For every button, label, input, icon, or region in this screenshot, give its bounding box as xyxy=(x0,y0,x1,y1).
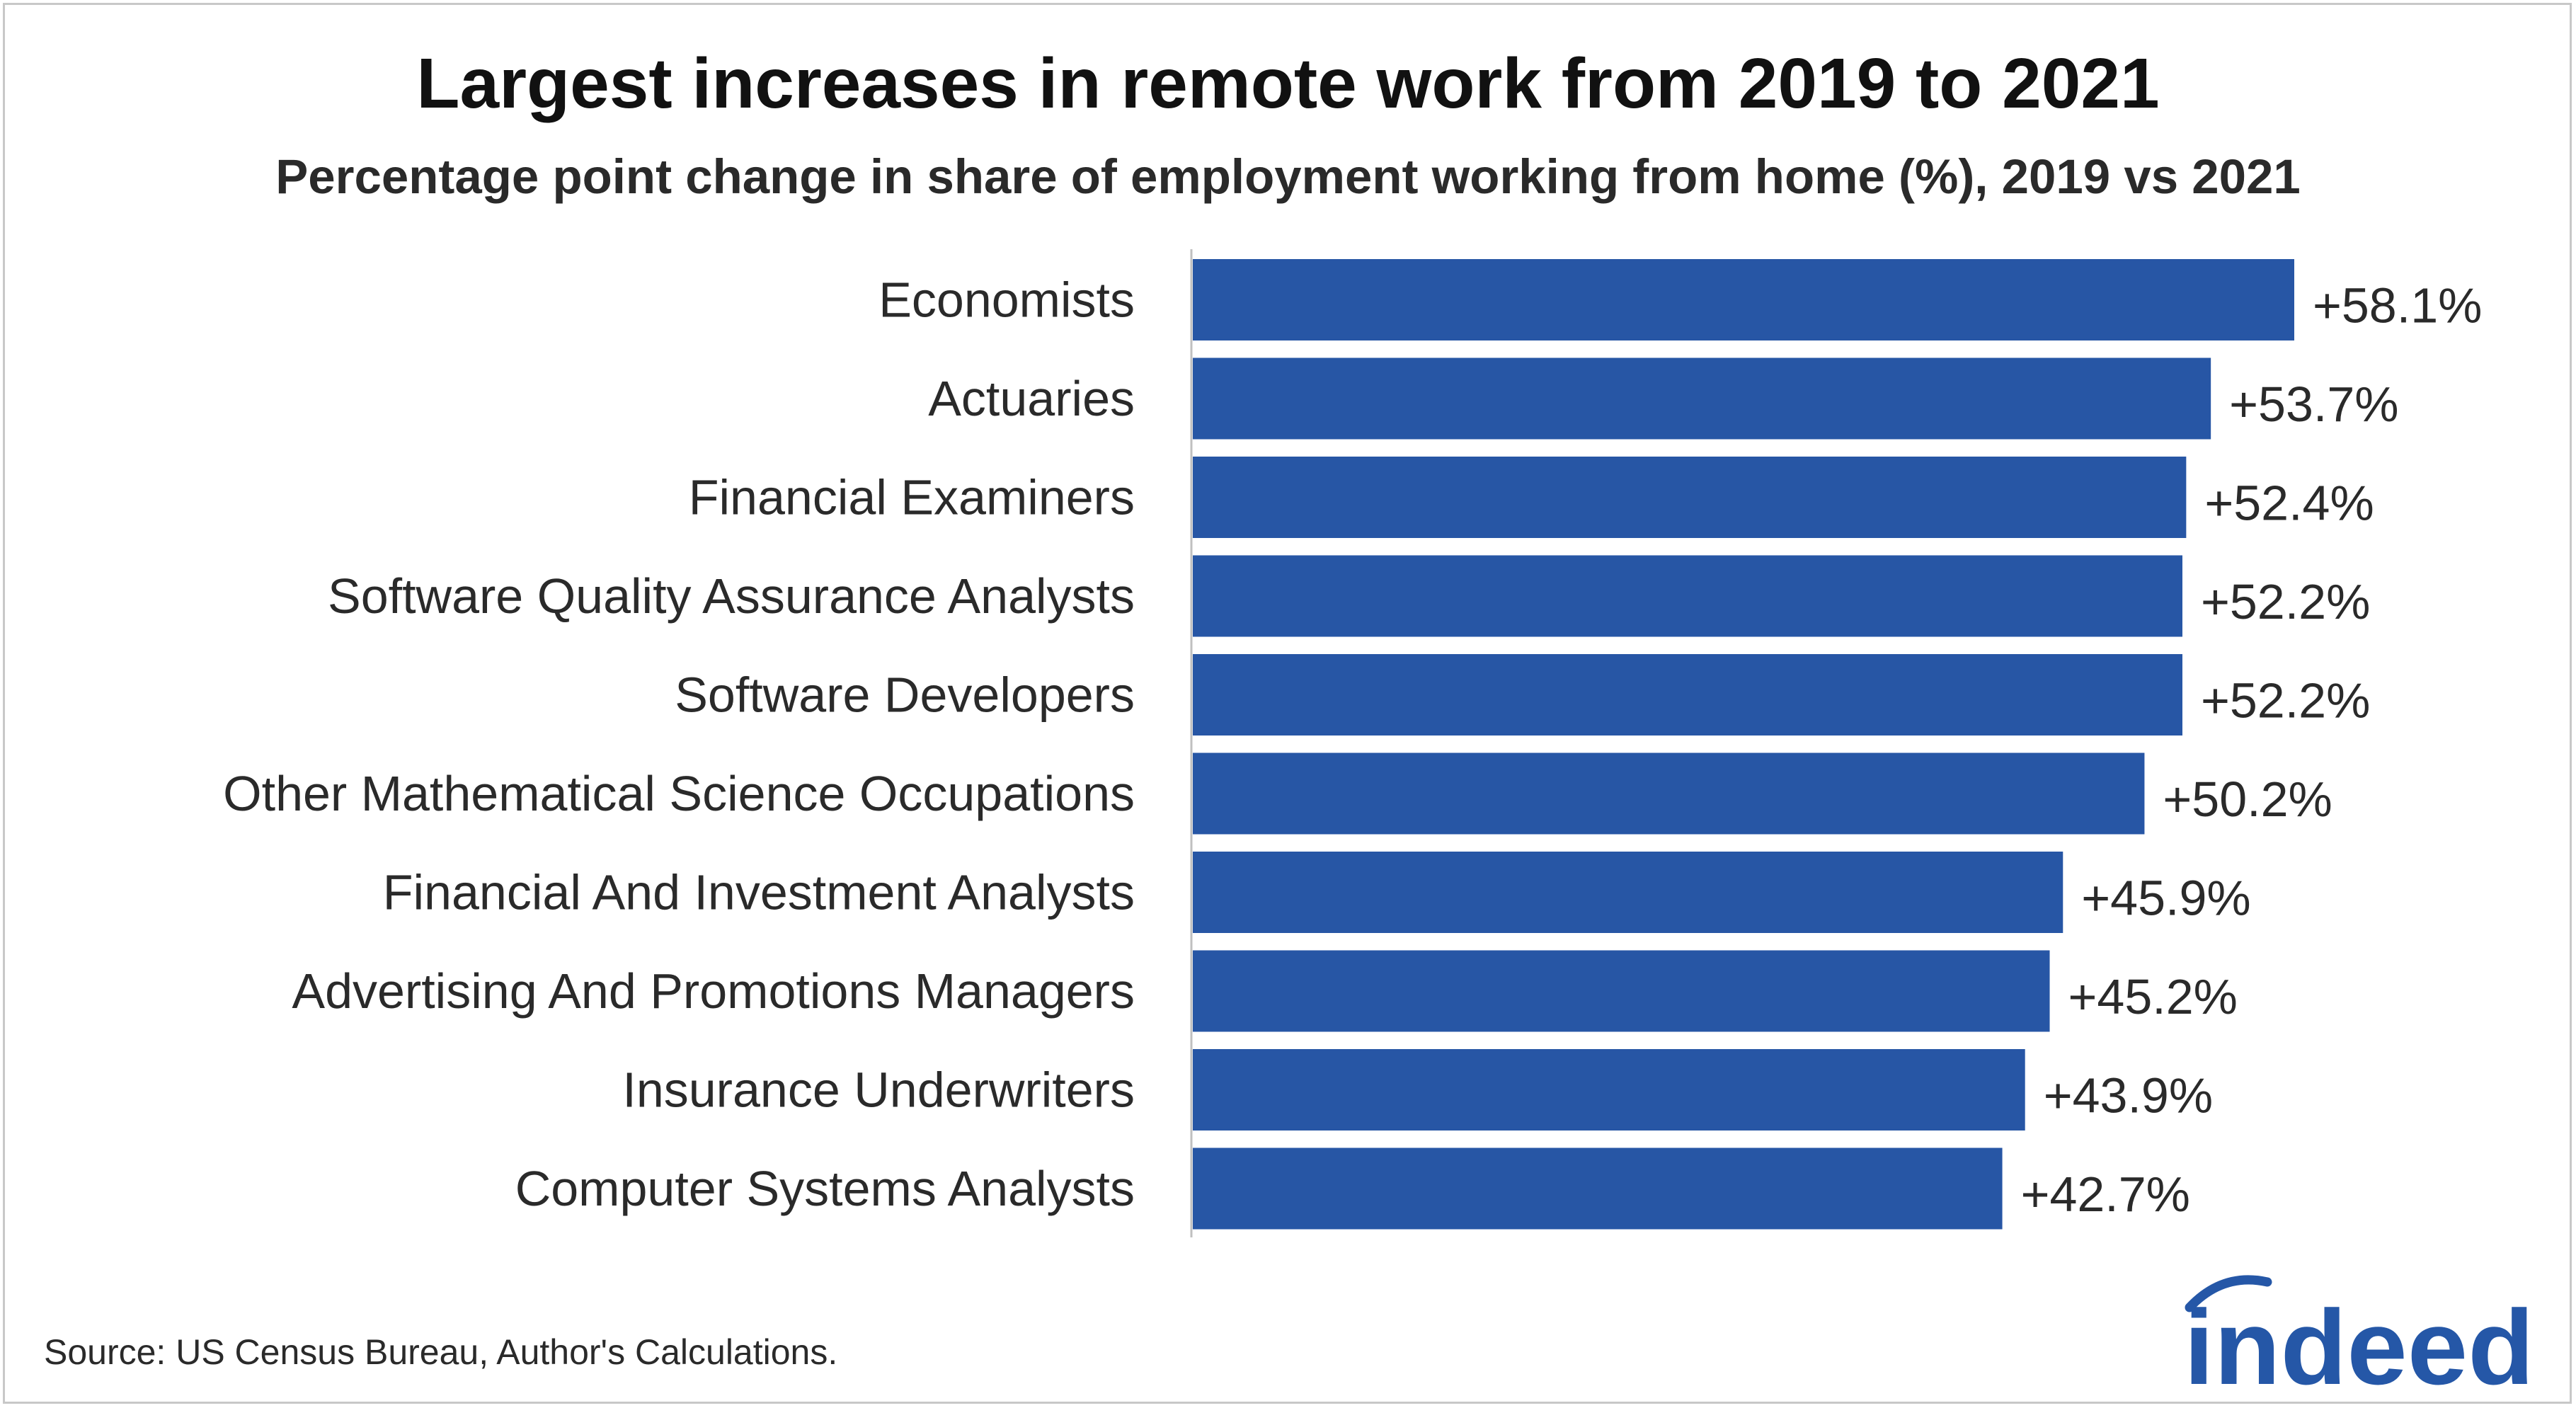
category-label: Software Quality Assurance Analysts xyxy=(328,568,1135,624)
category-label: Actuaries xyxy=(928,371,1135,426)
category-label: Software Developers xyxy=(675,668,1135,723)
category-label: Other Mathematical Science Occupations xyxy=(223,766,1135,821)
data-label: +50.2% xyxy=(2163,772,2332,827)
bar xyxy=(1193,259,2294,340)
bar xyxy=(1193,752,2145,835)
bar xyxy=(1193,1147,2003,1230)
chart-subtitle: Percentage point change in share of empl… xyxy=(275,149,2301,204)
bar xyxy=(1193,1049,2025,1131)
bar xyxy=(1193,457,2187,538)
bar xyxy=(1193,357,2211,440)
data-label: +45.9% xyxy=(2081,871,2250,926)
data-label: +52.2% xyxy=(2201,673,2370,728)
data-label: +45.2% xyxy=(2068,969,2238,1024)
chart-title: Largest increases in remote work from 20… xyxy=(416,44,2160,123)
indeed-logo: indeed xyxy=(2184,1275,2534,1402)
category-label: Economists xyxy=(878,273,1135,328)
category-label: Insurance Underwriters xyxy=(622,1063,1135,1118)
data-label: +43.9% xyxy=(2044,1068,2213,1123)
data-label: +58.1% xyxy=(2313,278,2482,333)
indeed-logo-text: indeed xyxy=(2184,1288,2534,1402)
bar xyxy=(1193,852,2063,933)
data-label: +52.2% xyxy=(2201,574,2370,629)
data-label: +42.7% xyxy=(2021,1167,2190,1222)
data-label: +53.7% xyxy=(2229,377,2398,432)
indeed-logo-arc xyxy=(2185,1275,2272,1312)
bar xyxy=(1193,950,2050,1032)
category-label: Financial Examiners xyxy=(689,470,1135,525)
bar xyxy=(1193,654,2182,736)
data-label: +52.4% xyxy=(2204,476,2374,531)
category-label: Computer Systems Analysts xyxy=(515,1161,1135,1216)
bar-chart: Economists +58.1% Actuaries +53.7% Financial… xyxy=(223,249,2482,1237)
source-note: Source: US Census Bureau, Author's Calcu… xyxy=(44,1332,838,1372)
category-label: Advertising And Promotions Managers xyxy=(292,963,1135,1019)
chart-frame xyxy=(3,3,2572,1404)
bar xyxy=(1193,555,2182,637)
category-label: Financial And Investment Analysts xyxy=(383,865,1135,920)
